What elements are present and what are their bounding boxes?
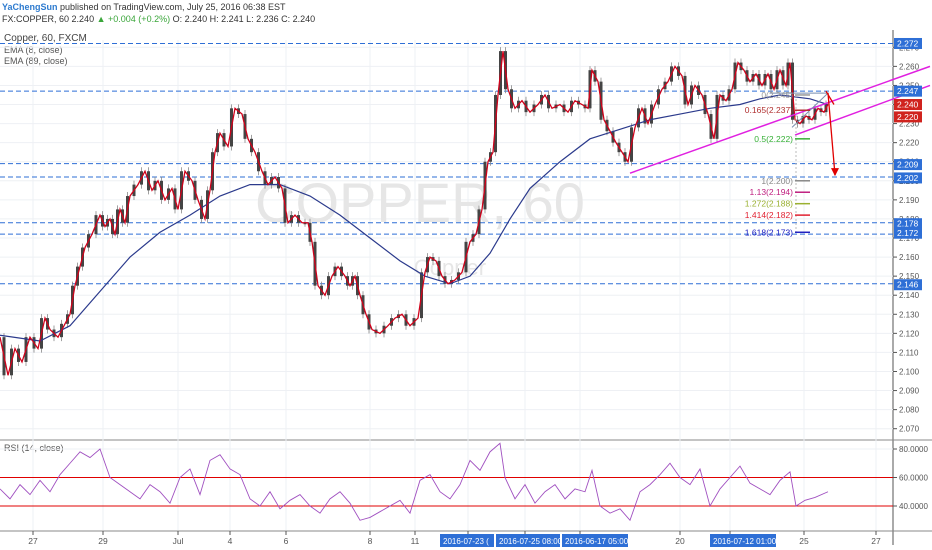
x-tick-label: 6 [284, 536, 289, 546]
ema8-line [0, 51, 829, 376]
rsi-tick-label: 60.0000 [899, 474, 928, 483]
y-tick-label: 2.260 [899, 62, 920, 71]
time-badge-label: 2016-07-25 08:00:00 [499, 537, 574, 546]
fib-level-label: 1(2.200) [761, 176, 793, 186]
ema89-legend[interactable]: EMA (89, close) [4, 56, 68, 66]
y-tick-label: 2.230 [899, 120, 920, 129]
rsi-line [0, 442, 829, 522]
price-badge [894, 227, 922, 239]
y-tick-label: 2.130 [899, 310, 920, 319]
last-price: 2.240 [71, 14, 95, 24]
x-tick-label: 25 [799, 536, 809, 546]
y-tick-label: 2.080 [899, 406, 920, 415]
series-title: Copper, 60, FXCM [4, 33, 87, 44]
rsi-legend[interactable]: RSI (14, close) [4, 443, 64, 453]
x-tick-label: 27 [28, 536, 38, 546]
arrow-top-segment [825, 90, 835, 105]
price-badge [894, 37, 922, 49]
x-tick-label: 27 [871, 536, 881, 546]
publish-line: YaChengSun published on TradingView.com,… [2, 2, 286, 12]
price-badge-label: 2.247 [897, 86, 919, 96]
fib-level-label: 0(2.245) [761, 90, 793, 100]
fib-level-label: 1.13(2.194) [750, 187, 794, 197]
rsi-pane: 80.0000 60.0000 40.0000 [0, 442, 928, 522]
y-tick-label: 2.120 [899, 329, 920, 338]
y-tick-label: 2.190 [899, 196, 920, 205]
x-tick-label: 8 [368, 536, 373, 546]
price-series [0, 47, 931, 380]
price-change: +0.004 (+0.2%) [108, 14, 171, 24]
ohlc-values: O: 2.240 H: 2.241 L: 2.236 C: 2.240 [172, 14, 316, 24]
x-tick-label: Jul [173, 536, 184, 546]
time-badge-label: 2016-06-17 05:00:00 [565, 537, 640, 546]
published-text: published on TradingView.com, July 25, 2… [60, 2, 286, 12]
y-tick-label: 2.110 [899, 348, 919, 357]
y-tick-label: 2.150 [899, 272, 920, 281]
price-axis[interactable]: 2.2702.2602.2502.2402.2302.2202.2102.200… [893, 37, 922, 434]
price-badge [894, 99, 922, 111]
author-name[interactable]: YaChengSun [2, 2, 58, 12]
y-tick-label: 2.220 [899, 139, 920, 148]
up-arrow-icon: ▲ [96, 14, 106, 24]
x-tick-label: 20 [675, 536, 685, 546]
price-badge-label: 2.172 [897, 228, 919, 238]
y-tick-label: 2.070 [899, 425, 920, 434]
price-badge [894, 172, 922, 184]
time-badge-label: 2016-07-12 01:00:00 [713, 537, 788, 546]
price-badge-label: 2.272 [897, 38, 919, 48]
rsi-tick-label: 40.0000 [899, 502, 928, 511]
time-badge [440, 534, 494, 547]
price-badge [894, 218, 922, 230]
price-badge [894, 111, 922, 123]
fib-level-label: 0.5(2.222) [754, 134, 793, 144]
arrow-head-icon [831, 168, 839, 177]
grid-lines [0, 30, 932, 545]
fib-level-label: 1.414(2.182) [745, 210, 793, 220]
time-badge [562, 534, 628, 547]
price-badge-label: 2.178 [897, 219, 919, 229]
price-badge-label: 2.240 [897, 100, 919, 110]
price-badge-label: 2.220 [897, 112, 919, 122]
fib-level-label: 0.165(2.237) [745, 105, 793, 115]
x-tick-label: 29 [98, 536, 108, 546]
price-badge-label: 2.202 [897, 173, 919, 183]
x-tick-label: 4 [228, 536, 233, 546]
y-tick-label: 2.090 [899, 387, 920, 396]
symbol-label: FX:COPPER, 60 [2, 14, 70, 24]
symbol-line: FX:COPPER, 60 2.240 ▲ +0.004 (+0.2%) O: … [2, 14, 315, 24]
x-tick-label: 11 [411, 536, 420, 546]
price-badge-label: 2.209 [897, 160, 919, 170]
forecast-arrow [827, 93, 836, 176]
candle-body [303, 222, 307, 225]
fib-extension: 0(2.245)0.165(2.237)0.5(2.222)1(2.200)1.… [745, 90, 810, 237]
fib-level-label: 1.618(2.173) [745, 227, 793, 237]
channel-line [629, 65, 931, 174]
ema89-line [0, 94, 829, 342]
time-badge [496, 534, 560, 547]
y-tick-label: 2.160 [899, 253, 920, 262]
watermark-symbol: COPPER, 60 [255, 171, 585, 234]
price-badge-label: 2.146 [897, 280, 919, 290]
y-tick-label: 2.140 [899, 291, 920, 300]
price-badge [894, 159, 922, 171]
rsi-tick-label: 80.0000 [899, 445, 928, 454]
price-badge [894, 279, 922, 291]
price-badge [894, 85, 922, 97]
y-tick-label: 2.100 [899, 367, 920, 376]
fib-level-label: 1.272(2.188) [745, 199, 793, 209]
time-axis[interactable]: 2729Jul46811131518202225272016-07-23 (20… [28, 531, 881, 547]
time-badge-label: 2016-07-23 ( [443, 537, 489, 546]
time-badge [710, 534, 776, 547]
